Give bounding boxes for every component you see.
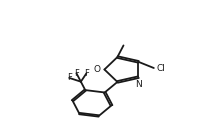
Text: F: F <box>74 69 79 78</box>
Text: F: F <box>84 69 89 78</box>
Text: Cl: Cl <box>157 64 166 73</box>
Text: F: F <box>67 73 72 82</box>
Text: N: N <box>136 80 142 89</box>
Text: O: O <box>94 65 101 74</box>
